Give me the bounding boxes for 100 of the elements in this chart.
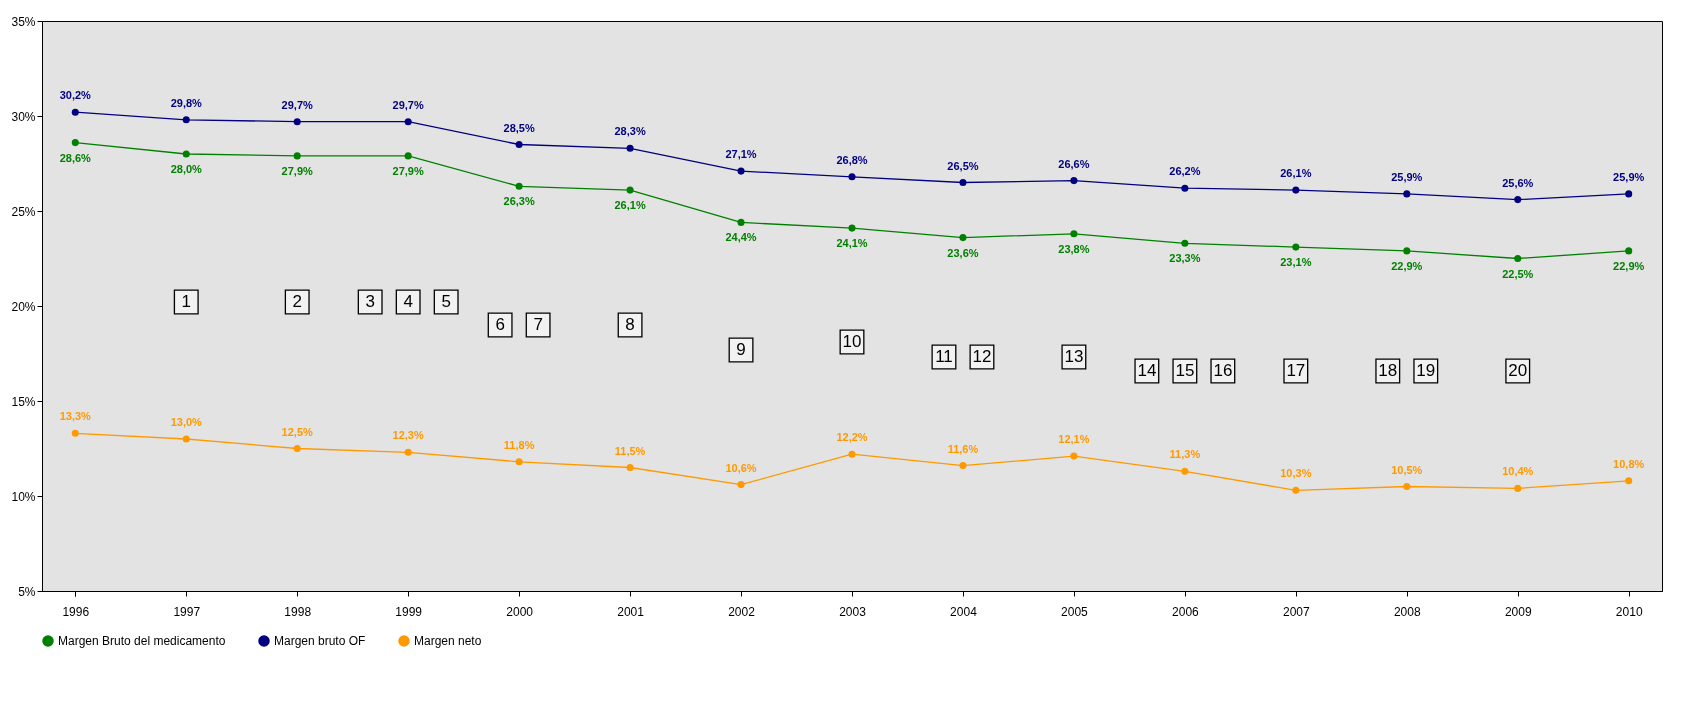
point (1070, 452, 1078, 460)
data-label: 28,6% (59, 151, 92, 164)
data-label: 30,2% (59, 89, 92, 102)
data-label: 10,8% (1613, 457, 1645, 470)
point (1625, 190, 1633, 198)
data-label: 12,5% (281, 425, 314, 438)
point (1181, 184, 1189, 192)
point (182, 150, 190, 158)
annotation: 14 (1137, 361, 1157, 380)
x-tick-label: 2001 (617, 604, 645, 619)
annotation: 6 (495, 315, 505, 334)
point (1292, 186, 1300, 194)
legend-label: Margen bruto OF (274, 634, 366, 648)
data-label: 28,5% (503, 121, 535, 134)
y-tick-label: 15% (11, 394, 36, 409)
point (515, 458, 523, 466)
point (1070, 177, 1078, 185)
data-label: 10,6% (725, 461, 757, 474)
data-label: 23,8% (1058, 242, 1090, 255)
annotation: 20 (1508, 361, 1528, 380)
point (959, 234, 967, 242)
point (515, 182, 523, 190)
data-label: 10,4% (1502, 465, 1534, 478)
point (1625, 477, 1633, 485)
point (848, 173, 856, 181)
point (293, 118, 301, 126)
annotation: 5 (441, 292, 451, 311)
point (1403, 190, 1411, 198)
legend-label: Margen neto (414, 634, 482, 648)
data-label: 26,8% (836, 153, 868, 166)
data-label: 23,6% (947, 246, 979, 259)
point (71, 139, 79, 147)
data-label: 26,6% (1058, 157, 1090, 170)
point (1070, 230, 1078, 238)
x-tick-label: 2010 (1615, 604, 1643, 619)
annotation: 13 (1064, 347, 1084, 366)
x-tick-label: 2008 (1393, 604, 1421, 619)
point (404, 448, 412, 456)
point (626, 463, 634, 472)
point (182, 435, 190, 443)
annotation: 15 (1175, 361, 1195, 380)
point (737, 167, 745, 175)
data-label: 27,9% (281, 164, 314, 177)
data-label: 12,3% (392, 429, 424, 442)
x-tick-label: 2000 (506, 604, 534, 619)
y-tick-label: 20% (11, 299, 36, 314)
point (1292, 243, 1300, 251)
data-label: 22,5% (1502, 267, 1534, 280)
x-tick-label: 1997 (173, 604, 201, 619)
point (71, 108, 79, 116)
annotation: 7 (533, 315, 543, 334)
data-label: 22,9% (1613, 259, 1645, 272)
x-tick-label: 1996 (62, 604, 90, 619)
data-label: 29,7% (281, 98, 314, 111)
point (1514, 196, 1522, 204)
x-tick-label: 2004 (950, 604, 978, 619)
annotation: 10 (842, 332, 862, 351)
data-label: 26,2% (1169, 165, 1201, 178)
data-label: 25,9% (1391, 170, 1423, 183)
annotation: 19 (1416, 361, 1436, 380)
y-tick-label: 10% (11, 489, 36, 504)
y-tick-label: 30% (11, 109, 36, 124)
data-label: 23,1% (1280, 256, 1312, 269)
point (959, 178, 967, 187)
data-label: 24,1% (836, 237, 868, 250)
data-label: 27,1% (725, 148, 757, 161)
annotation: 16 (1213, 361, 1233, 380)
point (1292, 486, 1300, 494)
data-label: 11,5% (614, 444, 646, 457)
data-label: 24,4% (725, 231, 757, 244)
x-tick-label: 2002 (728, 604, 756, 619)
data-label: 13,3% (59, 410, 92, 423)
data-label: 10,5% (1391, 463, 1423, 476)
legend-label: Margen Bruto del medicamento (58, 634, 226, 648)
x-tick-label: 2005 (1061, 604, 1089, 619)
data-label: 13,0% (170, 416, 203, 428)
point (1514, 254, 1522, 263)
point (293, 152, 301, 160)
data-label: 11,6% (947, 442, 979, 455)
y-tick-label: 5% (18, 584, 36, 599)
point (848, 224, 856, 232)
point (1181, 467, 1189, 475)
point (404, 118, 412, 126)
annotation: 1 (181, 292, 191, 311)
y-tick-label: 35% (11, 14, 36, 29)
data-label: 27,9% (392, 164, 424, 177)
data-label: 23,3% (1169, 252, 1201, 265)
point (959, 462, 967, 470)
x-tick-label: 1998 (284, 604, 312, 619)
point (737, 218, 745, 226)
data-label: 26,5% (947, 159, 979, 172)
point (1514, 484, 1522, 492)
point (1625, 247, 1633, 255)
data-label: 28,0% (170, 163, 203, 175)
x-tick-label: 2007 (1282, 604, 1311, 619)
data-label: 12,1% (1058, 433, 1090, 446)
data-label: 22,9% (1391, 259, 1423, 272)
point (848, 450, 856, 458)
annotation: 12 (972, 347, 992, 366)
annotation: 8 (625, 315, 635, 334)
